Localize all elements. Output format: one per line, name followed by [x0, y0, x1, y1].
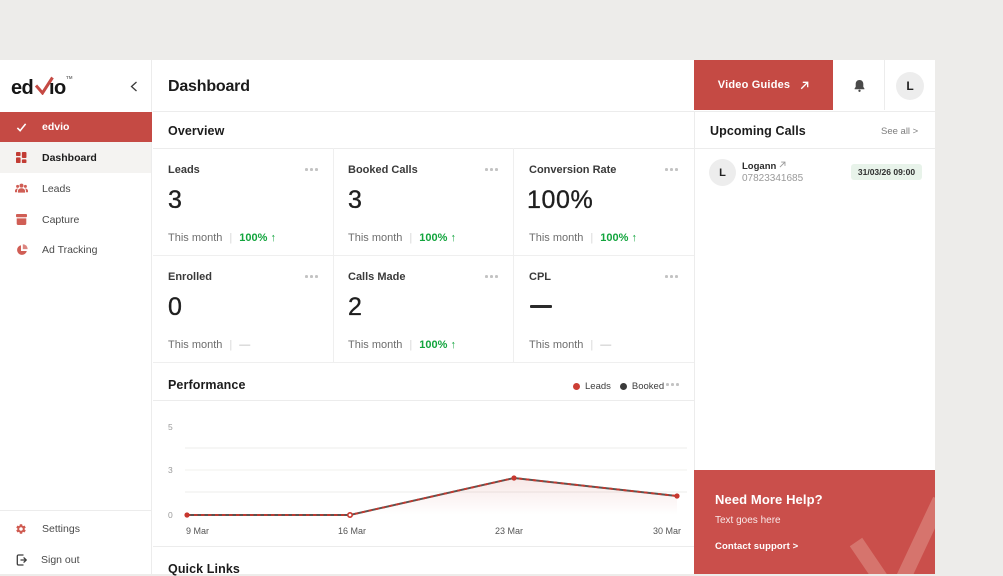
svg-text:0: 0 — [168, 510, 173, 520]
svg-text:30 Mar: 30 Mar — [653, 526, 681, 536]
svg-text:23 Mar: 23 Mar — [495, 526, 523, 536]
svg-text:16 Mar: 16 Mar — [338, 526, 366, 536]
svg-text:5: 5 — [168, 422, 173, 432]
svg-text:9 Mar: 9 Mar — [186, 526, 209, 536]
svg-text:3: 3 — [168, 465, 173, 475]
